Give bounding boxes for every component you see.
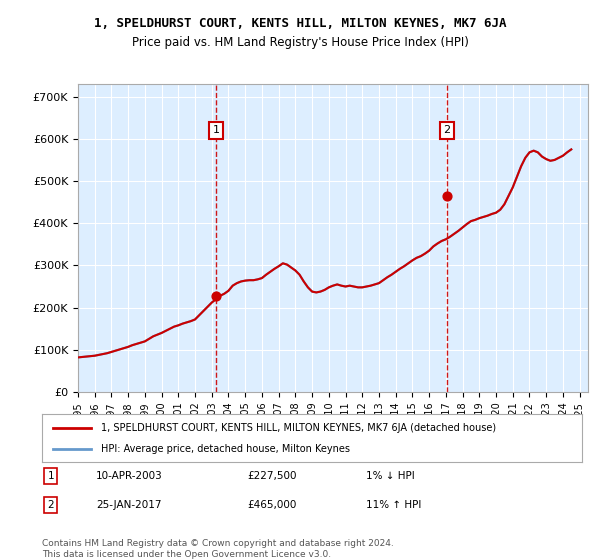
Text: Contains HM Land Registry data © Crown copyright and database right 2024.: Contains HM Land Registry data © Crown c… <box>42 539 394 548</box>
Text: 25-JAN-2017: 25-JAN-2017 <box>96 500 161 510</box>
Text: 11% ↑ HPI: 11% ↑ HPI <box>366 500 421 510</box>
Text: 10-APR-2003: 10-APR-2003 <box>96 471 163 481</box>
Text: 1: 1 <box>213 125 220 135</box>
Text: HPI: Average price, detached house, Milton Keynes: HPI: Average price, detached house, Milt… <box>101 444 350 454</box>
Text: £227,500: £227,500 <box>247 471 296 481</box>
Text: £465,000: £465,000 <box>247 500 296 510</box>
Text: 1, SPELDHURST COURT, KENTS HILL, MILTON KEYNES, MK7 6JA: 1, SPELDHURST COURT, KENTS HILL, MILTON … <box>94 17 506 30</box>
Text: 1, SPELDHURST COURT, KENTS HILL, MILTON KEYNES, MK7 6JA (detached house): 1, SPELDHURST COURT, KENTS HILL, MILTON … <box>101 423 497 433</box>
Point <box>442 192 452 200</box>
Point <box>211 292 221 301</box>
Text: Price paid vs. HM Land Registry's House Price Index (HPI): Price paid vs. HM Land Registry's House … <box>131 36 469 49</box>
Text: 2: 2 <box>443 125 451 135</box>
Text: 1% ↓ HPI: 1% ↓ HPI <box>366 471 415 481</box>
Text: 1: 1 <box>47 471 54 481</box>
Text: 2: 2 <box>47 500 54 510</box>
Text: This data is licensed under the Open Government Licence v3.0.: This data is licensed under the Open Gov… <box>42 550 331 559</box>
